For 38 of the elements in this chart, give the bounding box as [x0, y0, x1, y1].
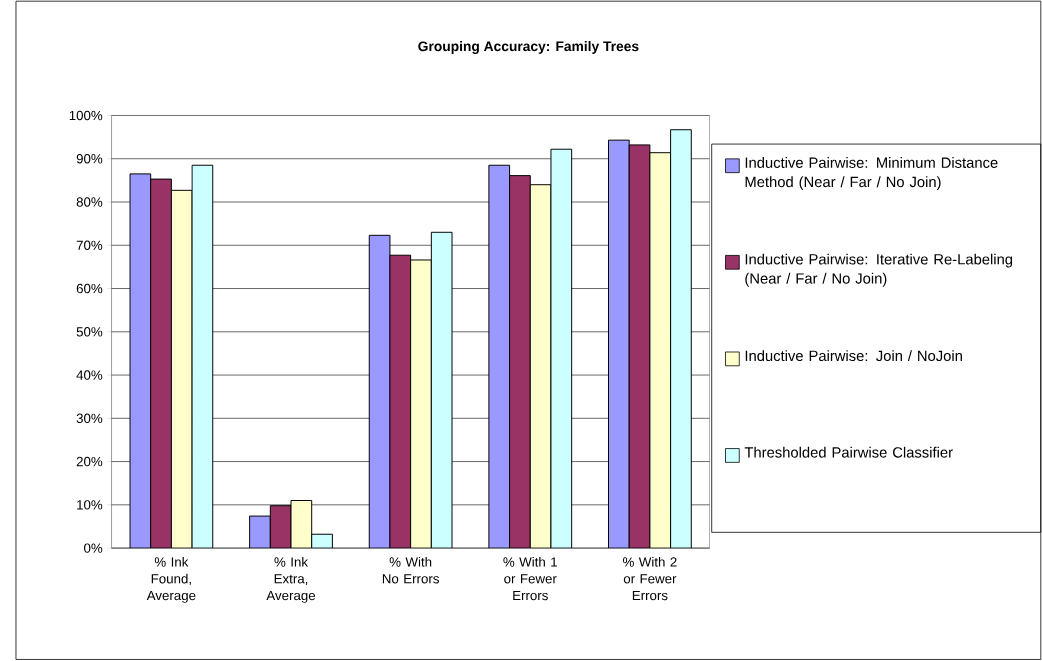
x-tick-label: % With 1 or Fewer Errors: [503, 557, 557, 601]
bar: [410, 259, 432, 549]
y-tick-label: 40%: [76, 370, 103, 380]
legend-label: Inductive Pairwise: Minimum Distance Method (Near / Far / No Join): [745, 157, 998, 191]
bar: [530, 184, 551, 549]
bar: [509, 175, 531, 549]
y-tick-label: 30%: [76, 413, 103, 424]
y-tick-label: 0%: [84, 543, 103, 553]
bar: [430, 231, 453, 549]
y-tick-label: 20%: [76, 457, 103, 467]
bar: [170, 190, 193, 549]
bar: [608, 139, 630, 549]
x-tick-label: % Ink Extra, Average: [266, 557, 316, 603]
legend-label: Inductive Pairwise: Join / NoJoin: [745, 350, 962, 362]
bar: [191, 164, 214, 549]
y-tick-label: 100%: [69, 110, 103, 121]
y-tick-label: 70%: [76, 240, 103, 251]
x-tick-label: % With 2 or Fewer Errors: [623, 557, 677, 601]
bar: [488, 165, 510, 549]
bar: [628, 144, 651, 549]
y-tick-label: 90%: [76, 154, 103, 164]
x-tick-label: % With No Errors: [382, 557, 439, 584]
x-tick-label: % Ink Found, Average: [146, 557, 196, 603]
bar: [550, 149, 572, 549]
chart-title: Grouping Accuracy: Family Trees: [418, 41, 639, 55]
y-tick-label: 10%: [77, 500, 103, 510]
bar: [670, 129, 692, 549]
y-tick-label: 80%: [76, 197, 103, 207]
legend-label: Thresholded Pairwise Classifier: [744, 446, 953, 458]
bar: [389, 254, 412, 549]
y-tick-label: 50%: [76, 327, 103, 337]
bar: [129, 173, 152, 549]
bar: [368, 235, 391, 549]
legend-label: Inductive Pairwise: Iterative Re-Labeling (Near / Far / No Join): [745, 253, 1013, 287]
y-tick-label: 60%: [76, 284, 103, 294]
bar: [150, 178, 172, 549]
bar: [249, 515, 271, 549]
bar: [649, 152, 672, 549]
